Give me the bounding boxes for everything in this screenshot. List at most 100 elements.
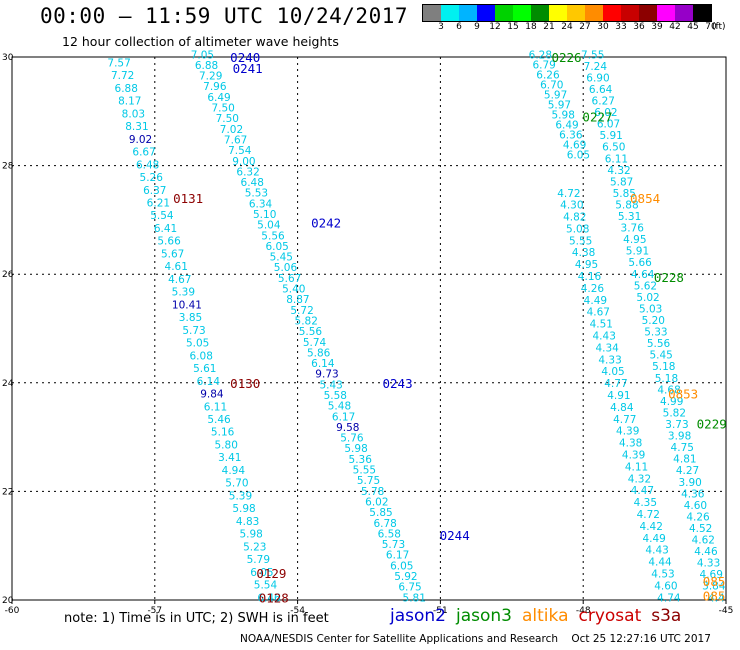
swh-value: 10.41 (172, 299, 202, 311)
swh-value: 5.91 (626, 246, 649, 258)
swh-value: 7.57 (107, 57, 130, 69)
swh-value: 4.16 (578, 271, 602, 283)
swh-value: 5.05 (186, 338, 209, 350)
swh-value: 4.69 (563, 140, 586, 152)
swh-value: 7.67 (224, 134, 247, 146)
swh-value: 4.95 (623, 234, 646, 246)
swh-value: 6.11 (204, 401, 227, 413)
legend-swatch (477, 5, 495, 21)
swh-value: 6.21 (147, 198, 170, 210)
swh-value: 5.58 (324, 390, 347, 402)
swh-value: 4.33 (598, 354, 621, 366)
satellite-legend-entry: jason2 (390, 606, 446, 626)
swh-value: 6.50 (602, 142, 625, 154)
swh-value: 5.66 (157, 236, 181, 248)
swh-value: 5.72 (290, 305, 313, 317)
swh-value: 3.76 (621, 223, 645, 235)
satellite-legend-entry: s3a (651, 606, 682, 626)
swh-value: 5.98 (239, 529, 262, 541)
swh-value: 6.32 (236, 166, 259, 178)
swh-value: 6.05 (250, 567, 273, 579)
time-label: 0241 (233, 61, 263, 76)
swh-value: 6.05 (390, 560, 413, 572)
swh-value: 5.73 (182, 325, 205, 337)
swh-value: 5.10 (253, 209, 276, 221)
swh-value: 5.61 (193, 363, 216, 375)
swh-value: 7.50 (211, 103, 234, 115)
swh-value: 3.41 (218, 452, 241, 464)
y-tick-label: 22 (2, 487, 13, 497)
swh-value: 6.14 (197, 376, 221, 388)
time-label: 0244 (440, 528, 470, 543)
swh-value: 7.55 (581, 49, 604, 61)
legend-swatch (513, 5, 531, 21)
swh-value: 5.33 (644, 327, 667, 339)
swh-value: 4.4 (708, 592, 725, 604)
swh-value: 7.24 (584, 61, 608, 73)
satellite-legend-entry: altika (522, 606, 569, 626)
swh-value: 4.83 (236, 516, 259, 528)
swh-value: 6.49 (555, 120, 578, 132)
time-label: 0243 (383, 376, 413, 391)
y-tick-label: 30 (2, 53, 14, 63)
swh-value: 7.50 (216, 113, 239, 125)
swh-value: 8.03 (122, 108, 145, 120)
legend-label: 70 (705, 22, 717, 32)
swh-value: 6.14 (311, 358, 335, 370)
swh-value: 6.88 (195, 60, 218, 72)
swh-value: 9.73 (315, 369, 338, 381)
swh-value: 5.31 (618, 211, 641, 223)
swh-value: 4.94 (222, 465, 246, 477)
x-tick-label: -51 (433, 606, 448, 616)
swh-value: 5.73 (382, 539, 405, 551)
swh-value: 5.75 (357, 475, 380, 487)
swh-value: 7.72 (111, 70, 134, 82)
swh-value: 3.98 (668, 431, 691, 443)
swh-value: 6.48 (241, 177, 264, 189)
swh-value: 5.67 (161, 248, 184, 260)
swh-value: 4.74 (657, 592, 681, 604)
swh-value: 4.49 (584, 295, 607, 307)
swh-value: 4.53 (651, 568, 674, 580)
swh-value: 6.05 (567, 150, 590, 162)
swh-value: 4.60 (684, 500, 707, 512)
swh-value: 5.36 (349, 454, 373, 466)
legend-label: 6 (456, 22, 462, 32)
swh-value: 4.05 (601, 366, 624, 378)
swh-value: 5.97 (544, 89, 567, 101)
swh-value: 4.52 (689, 523, 712, 535)
swh-value: 5.26 (140, 172, 164, 184)
swh-value: 4.38 (619, 438, 642, 450)
swh-value: 4.38 (572, 247, 595, 259)
swh-value: 4.33 (697, 558, 720, 570)
swh-value: 6.28 (529, 49, 552, 61)
swh-value: 3.84 (702, 581, 726, 593)
satellite-legend-entry: cryosat (578, 606, 642, 626)
time-label: 0129 (256, 566, 286, 581)
swh-value: 4.39 (616, 426, 639, 438)
legend-swatch (495, 5, 513, 21)
swh-value: 4.72 (557, 188, 580, 200)
swh-value: 7.96 (203, 81, 227, 93)
swh-value: 6.08 (190, 350, 213, 362)
page-title: 00:00 – 11:59 UTC 10/24/2017 (40, 4, 409, 28)
legend-swatch (675, 5, 693, 21)
swh-value: 4.69 (700, 569, 723, 581)
swh-value: 4.77 (613, 414, 636, 426)
y-tick-label: 26 (2, 270, 14, 280)
legend-label: 42 (669, 22, 681, 32)
swh-value: 4.42 (640, 521, 663, 533)
swh-value: 6.02 (365, 496, 388, 508)
legend-swatch (423, 5, 441, 21)
swh-value: 4.67 (587, 307, 610, 319)
swh-value: 5.08 (566, 223, 589, 235)
y-tick-label: 28 (2, 162, 14, 172)
swh-value: 4.27 (676, 465, 699, 477)
swh-value: 5.40 (282, 284, 305, 296)
swh-value: 4.26 (581, 283, 605, 295)
y-tick-label: 24 (2, 379, 14, 389)
footer-credit: NOAA/NESDIS Center for Satellite Applica… (240, 633, 711, 645)
time-label: 0240 (230, 50, 260, 65)
swh-value: 6.37 (143, 185, 166, 197)
swh-value: 6.46 (257, 592, 281, 604)
